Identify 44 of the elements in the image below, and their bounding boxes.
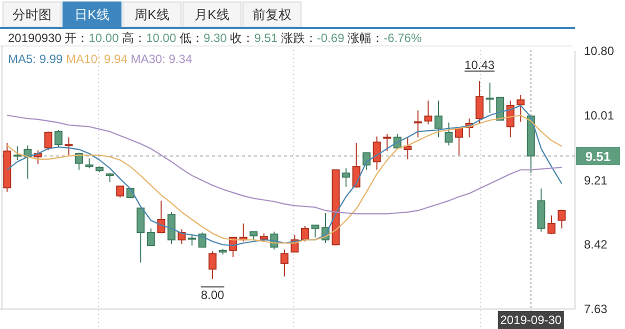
y-tick-label: 10.80	[584, 44, 614, 58]
text: MA30: 9.34	[127, 52, 192, 66]
y-tick-label: 7.63	[584, 302, 608, 316]
y-tick-label: 10.01	[584, 108, 614, 122]
candlestick	[13, 146, 22, 161]
candlestick	[434, 100, 442, 138]
candlestick	[383, 134, 392, 152]
candlestick	[516, 94, 525, 122]
y-tick-label: 9.21	[584, 173, 608, 188]
candlestick	[414, 110, 422, 138]
candlestick	[178, 228, 186, 244]
candlestick	[547, 214, 556, 235]
text: MA10: 9.94	[62, 52, 128, 66]
candlestick	[188, 234, 196, 246]
text: 20190930 开：10.00 高：10.00 低：9.30 收：9.51 涨跌：-0.69 涨幅：-6.76%	[8, 31, 422, 45]
candlestick	[146, 228, 155, 246]
tabs: 分时图 日K线 周K线 月K线 前复权	[2, 2, 302, 28]
candlestick	[486, 82, 494, 114]
candlestick	[455, 128, 464, 156]
text: MA5: 9.99	[8, 52, 64, 66]
candlestick	[208, 250, 217, 280]
candlestick	[476, 80, 484, 124]
candlestick	[424, 100, 432, 125]
annotation: 10.43	[464, 58, 495, 72]
candlestick	[116, 186, 124, 198]
ref-line-label: 9.51	[585, 148, 611, 164]
candlestick	[157, 200, 166, 234]
candlestick	[300, 225, 309, 242]
candlestick	[85, 158, 94, 169]
candlestick	[404, 136, 412, 160]
candlestick	[352, 142, 360, 188]
y-tick-label: 8.42	[584, 238, 608, 252]
xlabel: 2019-09-30	[498, 311, 564, 329]
candlestick	[372, 136, 381, 170]
candlestick	[280, 249, 288, 277]
candlestick	[54, 129, 62, 148]
candlestick	[342, 168, 350, 188]
candlestick	[444, 122, 453, 146]
candlestick	[558, 209, 566, 229]
candlestick	[198, 232, 206, 248]
candlestick	[44, 131, 52, 151]
annotation: 8.00	[200, 288, 225, 302]
candlestick	[64, 136, 73, 156]
candlestick	[311, 224, 320, 238]
